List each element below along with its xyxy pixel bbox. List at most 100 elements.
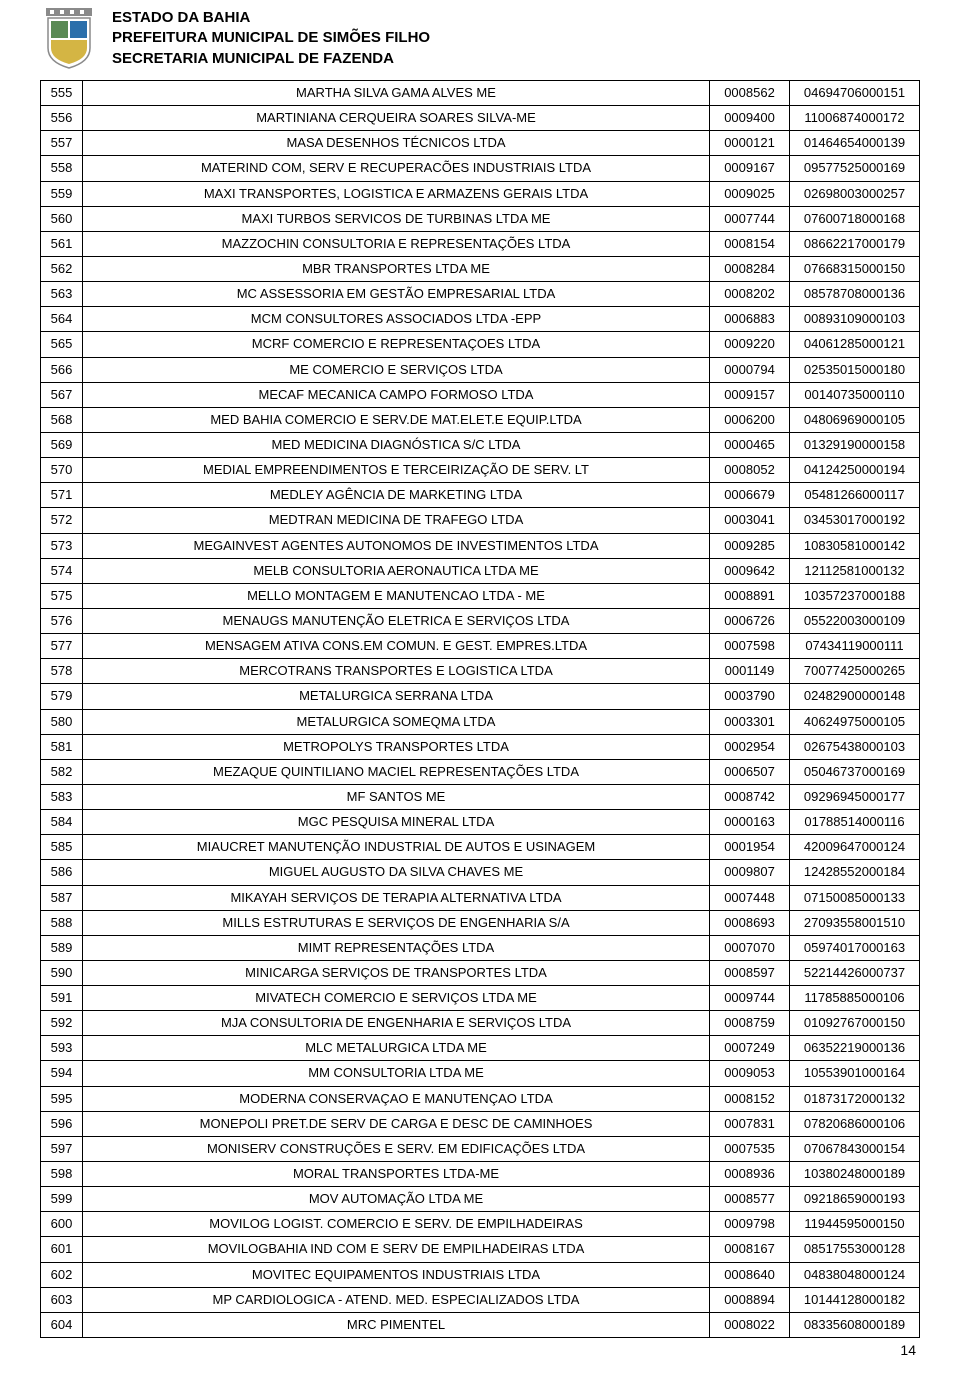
- table-row: 573MEGAINVEST AGENTES AUTONOMOS DE INVES…: [41, 533, 920, 558]
- table-row: 597MONISERV CONSTRUÇÕES E SERV. EM EDIFI…: [41, 1136, 920, 1161]
- table-row: 596MONEPOLI PRET.DE SERV DE CARGA E DESC…: [41, 1111, 920, 1136]
- code-1: 0009744: [710, 986, 790, 1011]
- company-name: MIMT REPRESENTAÇÕES LTDA: [83, 935, 710, 960]
- table-row: 600MOVILOG LOGIST. COMERCIO E SERV. DE E…: [41, 1212, 920, 1237]
- code-2: 02698003000257: [790, 181, 920, 206]
- header-line-3: SECRETARIA MUNICIPAL DE FAZENDA: [112, 49, 430, 69]
- table-row: 580METALURGICA SOMEQMA LTDA0003301406249…: [41, 709, 920, 734]
- code-1: 0008759: [710, 1011, 790, 1036]
- row-index: 555: [41, 81, 83, 106]
- row-index: 575: [41, 583, 83, 608]
- company-name: MF SANTOS ME: [83, 784, 710, 809]
- table-row: 576MENAUGS MANUTENÇÃO ELETRICA E SERVIÇO…: [41, 608, 920, 633]
- company-name: MOVILOG LOGIST. COMERCIO E SERV. DE EMPI…: [83, 1212, 710, 1237]
- code-2: 10553901000164: [790, 1061, 920, 1086]
- code-1: 0008052: [710, 458, 790, 483]
- company-name: MEGAINVEST AGENTES AUTONOMOS DE INVESTIM…: [83, 533, 710, 558]
- row-index: 578: [41, 659, 83, 684]
- row-index: 597: [41, 1136, 83, 1161]
- company-name: METROPOLYS TRANSPORTES LTDA: [83, 734, 710, 759]
- company-name: MIVATECH COMERCIO E SERVIÇOS LTDA ME: [83, 986, 710, 1011]
- code-1: 0009167: [710, 156, 790, 181]
- company-name: MIAUCRET MANUTENÇÃO INDUSTRIAL DE AUTOS …: [83, 835, 710, 860]
- code-1: 0007070: [710, 935, 790, 960]
- code-2: 70077425000265: [790, 659, 920, 684]
- code-2: 02482900000148: [790, 684, 920, 709]
- code-2: 07668315000150: [790, 256, 920, 281]
- row-index: 601: [41, 1237, 83, 1262]
- row-index: 587: [41, 885, 83, 910]
- table-row: 593MLC METALURGICA LTDA ME00072490635221…: [41, 1036, 920, 1061]
- code-2: 04124250000194: [790, 458, 920, 483]
- table-row: 594MM CONSULTORIA LTDA ME000905310553901…: [41, 1061, 920, 1086]
- company-name: MC ASSESSORIA EM GESTÃO EMPRESARIAL LTDA: [83, 282, 710, 307]
- row-index: 598: [41, 1162, 83, 1187]
- company-name: MODERNA CONSERVAÇAO E MANUTENÇAO LTDA: [83, 1086, 710, 1111]
- code-1: 0003041: [710, 508, 790, 533]
- table-row: 583MF SANTOS ME000874209296945000177: [41, 784, 920, 809]
- table-row: 555MARTHA SILVA GAMA ALVES ME00085620469…: [41, 81, 920, 106]
- code-1: 0008284: [710, 256, 790, 281]
- company-name: MILLS ESTRUTURAS E SERVIÇOS DE ENGENHARI…: [83, 910, 710, 935]
- table-row: 604MRC PIMENTEL000802208335608000189: [41, 1312, 920, 1337]
- company-name: MARTHA SILVA GAMA ALVES ME: [83, 81, 710, 106]
- row-index: 561: [41, 231, 83, 256]
- row-index: 596: [41, 1111, 83, 1136]
- code-2: 10380248000189: [790, 1162, 920, 1187]
- row-index: 566: [41, 357, 83, 382]
- code-2: 11785885000106: [790, 986, 920, 1011]
- code-1: 0009220: [710, 332, 790, 357]
- code-2: 00893109000103: [790, 307, 920, 332]
- table-row: 581METROPOLYS TRANSPORTES LTDA0002954026…: [41, 734, 920, 759]
- code-1: 0000163: [710, 810, 790, 835]
- row-index: 582: [41, 759, 83, 784]
- table-row: 601MOVILOGBAHIA IND COM E SERV DE EMPILH…: [41, 1237, 920, 1262]
- company-name: MCM CONSULTORES ASSOCIADOS LTDA -EPP: [83, 307, 710, 332]
- row-index: 570: [41, 458, 83, 483]
- row-index: 586: [41, 860, 83, 885]
- code-1: 0007249: [710, 1036, 790, 1061]
- row-index: 560: [41, 206, 83, 231]
- code-2: 12112581000132: [790, 558, 920, 583]
- row-index: 569: [41, 432, 83, 457]
- code-1: 0002954: [710, 734, 790, 759]
- code-1: 0009798: [710, 1212, 790, 1237]
- row-index: 556: [41, 106, 83, 131]
- row-index: 604: [41, 1312, 83, 1337]
- company-name: MOV AUTOMAÇÃO LTDA ME: [83, 1187, 710, 1212]
- row-index: 603: [41, 1287, 83, 1312]
- header-text-block: ESTADO DA BAHIA PREFEITURA MUNICIPAL DE …: [112, 8, 430, 69]
- code-2: 11006874000172: [790, 106, 920, 131]
- table-row: 571MEDLEY AGÊNCIA DE MARKETING LTDA00066…: [41, 483, 920, 508]
- company-name: MOVITEC EQUIPAMENTOS INDUSTRIAIS LTDA: [83, 1262, 710, 1287]
- company-name: MRC PIMENTEL: [83, 1312, 710, 1337]
- code-1: 0001149: [710, 659, 790, 684]
- code-1: 0007535: [710, 1136, 790, 1161]
- table-row: 586MIGUEL AUGUSTO DA SILVA CHAVES ME0009…: [41, 860, 920, 885]
- table-row: 562MBR TRANSPORTES LTDA ME00082840766831…: [41, 256, 920, 281]
- table-row: 590MINICARGA SERVIÇOS DE TRANSPORTES LTD…: [41, 960, 920, 985]
- row-index: 564: [41, 307, 83, 332]
- code-1: 0008577: [710, 1187, 790, 1212]
- company-name: MEZAQUE QUINTILIANO MACIEL REPRESENTAÇÕE…: [83, 759, 710, 784]
- code-1: 0006726: [710, 608, 790, 633]
- company-name: MELLO MONTAGEM E MANUTENCAO LTDA - ME: [83, 583, 710, 608]
- table-row: 585MIAUCRET MANUTENÇÃO INDUSTRIAL DE AUT…: [41, 835, 920, 860]
- company-name: MJA CONSULTORIA DE ENGENHARIA E SERVIÇOS…: [83, 1011, 710, 1036]
- row-index: 594: [41, 1061, 83, 1086]
- company-name: MASA DESENHOS TÉCNICOS LTDA: [83, 131, 710, 156]
- company-name: MONEPOLI PRET.DE SERV DE CARGA E DESC DE…: [83, 1111, 710, 1136]
- code-2: 07067843000154: [790, 1136, 920, 1161]
- code-1: 0007598: [710, 634, 790, 659]
- code-2: 00140735000110: [790, 382, 920, 407]
- company-name: MOVILOGBAHIA IND COM E SERV DE EMPILHADE…: [83, 1237, 710, 1262]
- code-1: 0009285: [710, 533, 790, 558]
- code-1: 0006883: [710, 307, 790, 332]
- table-row: 603MP CARDIOLOGICA - ATEND. MED. ESPECIA…: [41, 1287, 920, 1312]
- company-name: MED BAHIA COMERCIO E SERV.DE MAT.ELET.E …: [83, 407, 710, 432]
- company-name: MENSAGEM ATIVA CONS.EM COMUN. E GEST. EM…: [83, 634, 710, 659]
- code-1: 0008742: [710, 784, 790, 809]
- row-index: 565: [41, 332, 83, 357]
- code-1: 0009400: [710, 106, 790, 131]
- company-name: MEDIAL EMPREENDIMENTOS E TERCEIRIZAÇÃO D…: [83, 458, 710, 483]
